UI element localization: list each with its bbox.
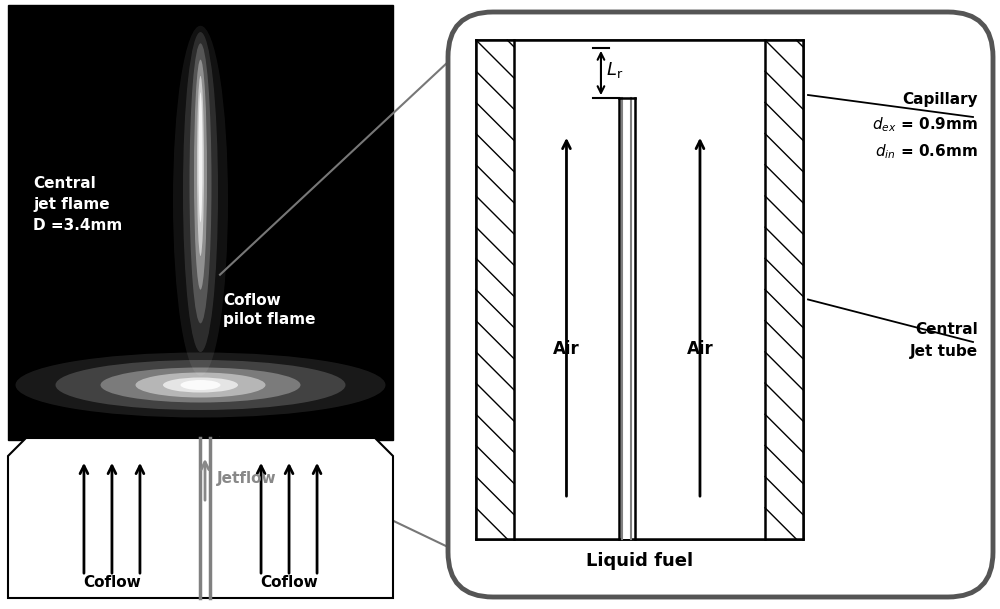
Bar bbox=[622, 98, 631, 539]
Text: Coflow: Coflow bbox=[260, 575, 318, 590]
Bar bbox=[476, 40, 803, 539]
Text: Coflow: Coflow bbox=[83, 575, 141, 590]
Text: Jetflow: Jetflow bbox=[217, 471, 277, 485]
Text: Liquid fuel: Liquid fuel bbox=[586, 552, 693, 570]
Ellipse shape bbox=[136, 373, 266, 398]
Text: Air: Air bbox=[553, 340, 580, 358]
Ellipse shape bbox=[163, 378, 238, 392]
Ellipse shape bbox=[180, 380, 220, 390]
Ellipse shape bbox=[100, 367, 300, 403]
Bar bbox=[476, 40, 514, 539]
Text: Coflow
pilot flame: Coflow pilot flame bbox=[223, 292, 316, 328]
Ellipse shape bbox=[56, 360, 346, 410]
Text: Air: Air bbox=[687, 340, 713, 358]
Ellipse shape bbox=[173, 26, 228, 376]
Text: Capillary
$d_{ex}$ = 0.9mm
$d_{in}$ = 0.6mm: Capillary $d_{ex}$ = 0.9mm $d_{in}$ = 0.… bbox=[872, 92, 978, 161]
Polygon shape bbox=[8, 438, 393, 598]
Text: Central
jet flame
D =3.4mm: Central jet flame D =3.4mm bbox=[33, 177, 122, 233]
Ellipse shape bbox=[16, 353, 386, 418]
Bar bbox=[765, 40, 803, 539]
Ellipse shape bbox=[183, 32, 218, 352]
Ellipse shape bbox=[194, 60, 207, 290]
Ellipse shape bbox=[190, 43, 212, 323]
Ellipse shape bbox=[198, 92, 202, 222]
Bar bbox=[8, 5, 393, 440]
Text: Central
Jet tube: Central Jet tube bbox=[910, 322, 978, 359]
Bar bbox=[514, 40, 765, 539]
Text: $L_\mathrm{r}$: $L_\mathrm{r}$ bbox=[606, 60, 623, 80]
FancyBboxPatch shape bbox=[448, 12, 993, 597]
Ellipse shape bbox=[197, 76, 204, 256]
